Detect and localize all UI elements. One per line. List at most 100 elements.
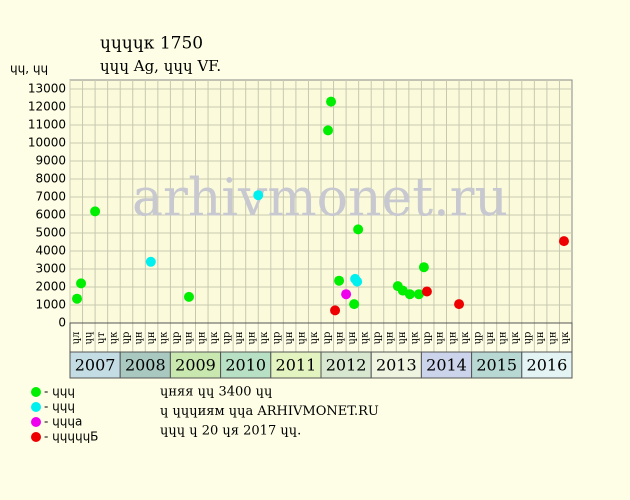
point [330, 305, 341, 316]
point [341, 289, 352, 300]
x-tick-label: ɥн [435, 331, 446, 344]
legend-label: - ɥɥɥ [44, 385, 75, 399]
point [145, 256, 156, 267]
x-tick-label: ɥн [497, 331, 508, 344]
year-band [220, 351, 272, 379]
year-band [420, 351, 473, 379]
x-tick-label: ɥт [96, 332, 107, 344]
year-label: 2014 [426, 356, 467, 375]
year-label: 2013 [376, 356, 417, 375]
note: ɥɥɥ ɥ 20 ɥя 2017 ɥɥ. [160, 424, 301, 439]
y-tick-label: 7000 [35, 190, 66, 204]
legend-label: - ɥɥɥа [44, 415, 82, 429]
x-tick-label: ɥр [322, 332, 333, 345]
y-tick-label: 4000 [35, 244, 66, 258]
x-tick-label: ɥн [397, 331, 408, 344]
note: ɥняя ɥɥ 3400 ɥɥ [160, 385, 272, 400]
x-axis-frame [69, 322, 573, 379]
year-label: 2010 [225, 356, 266, 375]
year-label: 2008 [125, 356, 166, 375]
x-tick-label: ɥр [523, 332, 534, 345]
point [76, 278, 87, 289]
year-band [169, 351, 222, 379]
x-tick-label: ɥн [284, 331, 295, 344]
x-tick-label: ɥн [184, 331, 195, 344]
point [253, 190, 264, 201]
y-tick-label: 13000 [28, 82, 66, 96]
legend-label: - ɥɥɥɥɥБ [44, 430, 98, 444]
x-tick-label: ɥн [548, 331, 559, 344]
x-tick-label: ɥн [134, 331, 145, 344]
x-tick-label: ɥк [560, 331, 571, 344]
x-tick-label: ɥр [422, 332, 433, 345]
point [353, 224, 364, 235]
point [326, 96, 337, 107]
point [349, 299, 360, 310]
x-tick-label: ɥл [71, 332, 82, 345]
x-tick-label: ɥн [347, 331, 358, 344]
x-tick-label: ɥр [372, 332, 383, 345]
year-label: 2011 [276, 356, 317, 375]
x-tick-label: ɥр [272, 332, 283, 345]
year-band [370, 351, 422, 379]
point [90, 206, 101, 217]
x-tick-label: ɥн [447, 331, 458, 344]
x-tick-label: ɥк [309, 331, 320, 344]
y-tick-label: 10000 [28, 136, 66, 150]
point [421, 286, 432, 297]
legend-label: - ɥɥɥ [44, 400, 75, 414]
x-tick-label: ɥр [221, 332, 232, 345]
x-tick-label: ɥн [246, 331, 257, 344]
point [558, 236, 569, 247]
watermark: arhivmonet.ru [132, 169, 508, 229]
year-label: 2007 [75, 356, 116, 375]
legend-marker [31, 432, 41, 442]
point [334, 275, 345, 286]
chart-subtitle: ɥɥɥ Ag, ɥɥɥ VF. [100, 57, 221, 75]
y-tick-label: 5000 [35, 226, 66, 240]
x-tick-label: ɥк [159, 331, 170, 344]
x-tick-label: ɥн [334, 331, 345, 344]
x-tick-label: ɥр [171, 332, 182, 345]
point [454, 299, 465, 310]
point [418, 262, 429, 273]
x-tick-label: ɥн [234, 331, 245, 344]
y-tick-label: 0 [58, 316, 66, 330]
point [183, 291, 194, 302]
point [323, 125, 334, 136]
y-tick-label: 2000 [35, 280, 66, 294]
x-tick-label: ɥн [146, 331, 157, 344]
year-band [320, 351, 372, 379]
note: ɥ ɥɥɥиям ɥɥа ARHIVMONET.RU [160, 404, 379, 419]
year-label: 2009 [175, 356, 216, 375]
legend-marker [31, 387, 41, 397]
y-tick-label: 12000 [28, 100, 66, 114]
point [413, 289, 424, 300]
x-tick-label: ɥн [196, 331, 207, 344]
y-tick-label: 9000 [35, 154, 66, 168]
x-tick-label: ɥк [209, 331, 220, 344]
legend-marker [31, 402, 41, 412]
y-tick-label: 1000 [35, 298, 66, 312]
x-tick-label: ɥр [472, 332, 483, 345]
point [352, 276, 363, 287]
chart-title: ɥɥɥɥк 1750 [100, 34, 203, 54]
year-label: 2015 [476, 356, 517, 375]
legend-marker [31, 417, 41, 427]
x-tick-label: ɥк [410, 331, 421, 344]
year-label: 2016 [527, 356, 568, 375]
x-tick-label: ɥн [385, 331, 396, 344]
x-tick-label: ɥк [259, 331, 270, 344]
point [404, 289, 415, 300]
year-band [270, 351, 322, 379]
x-tick-label: ɥн [535, 331, 546, 344]
point [72, 293, 83, 304]
y-axis-label: ɥɥ, ɥɥ [10, 62, 48, 76]
x-tick-label: ɥɥ [83, 331, 94, 344]
x-tick-label: ɥк [108, 331, 119, 344]
x-tick-label: ɥн [485, 331, 496, 344]
year-label: 2012 [326, 356, 367, 375]
y-tick-label: 8000 [35, 172, 66, 186]
x-tick-label: ɥк [510, 331, 521, 344]
